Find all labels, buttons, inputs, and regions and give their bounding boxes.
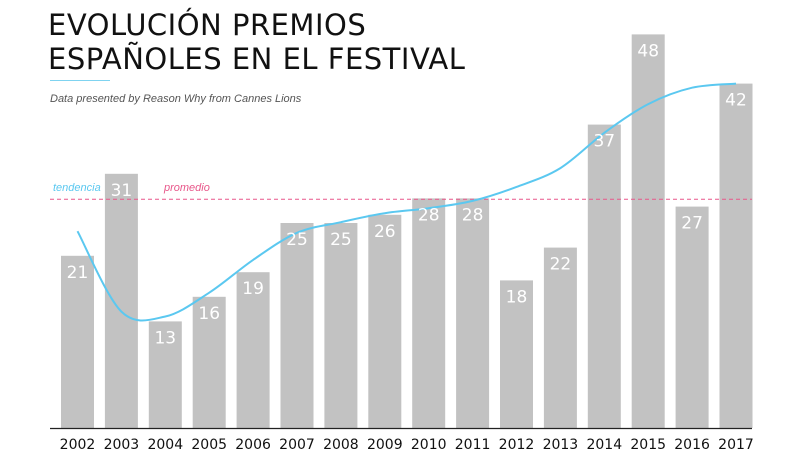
x-tick-label: 2006 bbox=[235, 437, 271, 453]
bar bbox=[719, 83, 753, 428]
bars-group bbox=[61, 34, 753, 429]
bar bbox=[324, 223, 358, 428]
bar bbox=[236, 272, 270, 428]
bar bbox=[456, 198, 490, 428]
chart-title-line-1: EVOLUCIÓN PREMIOS bbox=[48, 8, 367, 42]
x-tick-label: 2014 bbox=[586, 437, 622, 453]
trend-line bbox=[76, 82, 737, 322]
bar-value-label: 22 bbox=[550, 255, 572, 275]
bar bbox=[148, 321, 182, 428]
chart-subtitle: Data presented by Reason Why from Cannes… bbox=[50, 93, 302, 105]
x-tick-label: 2004 bbox=[147, 437, 183, 453]
x-tick-label: 2013 bbox=[543, 437, 579, 453]
bar bbox=[104, 173, 138, 428]
bar bbox=[500, 280, 533, 428]
x-tick-label: 2015 bbox=[630, 437, 666, 453]
chart-title: EVOLUCIÓN PREMIOS ESPAÑOLES EN EL FESTIV… bbox=[48, 8, 465, 76]
bar bbox=[61, 255, 94, 428]
x-tick-label: 2008 bbox=[323, 437, 359, 453]
bar bbox=[412, 198, 446, 428]
x-tick-label: 2010 bbox=[411, 437, 447, 453]
bar-value-label: 21 bbox=[67, 263, 89, 283]
bar-value-label: 48 bbox=[637, 41, 659, 61]
bar-value-label: 18 bbox=[506, 287, 528, 307]
bar-value-label: 28 bbox=[462, 205, 484, 225]
title-underline bbox=[50, 80, 110, 81]
bar-value-label: 16 bbox=[198, 304, 220, 324]
x-tick-label: 2005 bbox=[191, 437, 227, 453]
bar-value-label: 25 bbox=[286, 230, 308, 250]
bar bbox=[192, 296, 226, 428]
bar bbox=[587, 124, 621, 428]
bar bbox=[631, 34, 665, 429]
bar-value-label: 27 bbox=[681, 214, 703, 234]
x-tick-label: 2009 bbox=[367, 437, 403, 453]
average-line-label: promedio bbox=[163, 182, 210, 194]
bar-value-label: 13 bbox=[154, 328, 176, 348]
x-tick-label: 2002 bbox=[60, 437, 96, 453]
x-tick-label: 2017 bbox=[718, 437, 754, 453]
bar-value-label: 25 bbox=[330, 230, 352, 250]
bar bbox=[543, 247, 577, 428]
bar-value-label: 28 bbox=[418, 205, 440, 225]
x-tick-label: 2011 bbox=[455, 437, 491, 453]
bar-labels-group: 21 31 13 16 19 25 25 26 28 28 18 22 37 48 27 42 bbox=[67, 41, 747, 348]
x-tick-label: 2003 bbox=[104, 437, 140, 453]
chart-title-line-2: ESPAÑOLES EN EL FESTIVAL bbox=[48, 42, 466, 76]
x-tick-label: 2012 bbox=[499, 437, 535, 453]
bar-value-label: 37 bbox=[593, 132, 615, 152]
bar bbox=[368, 214, 402, 428]
bar bbox=[280, 223, 314, 428]
trend-line-label: tendencia bbox=[53, 182, 101, 194]
bar-value-label: 42 bbox=[725, 91, 747, 111]
x-tick-labels-group: 2002 2003 2004 2005 2006 2007 2008 2009 2010 2011… bbox=[60, 437, 754, 453]
bar bbox=[675, 206, 709, 428]
bar-value-label: 26 bbox=[374, 222, 396, 242]
bar-value-label: 19 bbox=[242, 279, 264, 299]
x-tick-label: 2016 bbox=[674, 437, 710, 453]
x-tick-label: 2007 bbox=[279, 437, 315, 453]
bar-value-label: 31 bbox=[111, 181, 133, 201]
